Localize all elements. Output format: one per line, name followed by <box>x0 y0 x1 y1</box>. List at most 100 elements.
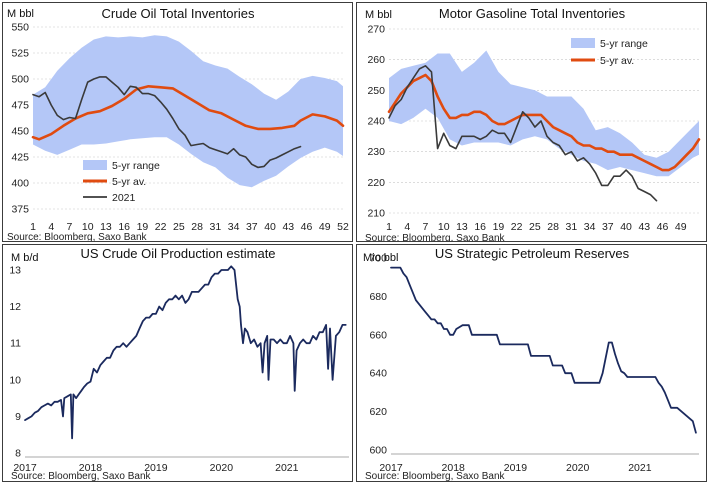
x-tick-label: 40 <box>620 221 632 233</box>
series-line-5yr-av <box>387 73 701 172</box>
series-line-2021 <box>32 76 302 169</box>
x-tick-label: 19 <box>493 221 505 233</box>
chart-svg: 210 220 230 240 250 260 270 1 4 7 10 13 16 19 22 25 28 31… <box>365 6 701 242</box>
x-tick-label: 52 <box>337 221 349 233</box>
x-tick-label: 22 <box>511 221 523 233</box>
us-spr-panel: 600 620 640 660 680 700 2017 2018 2019 2020 2021 US… <box>356 244 707 482</box>
y-tick-label: 220 <box>367 177 385 189</box>
source-note: Source: Bloomberg, Saxo Bank <box>365 471 506 482</box>
x-tick-label: 2020 <box>210 462 234 474</box>
x-tick-label: 43 <box>282 221 294 233</box>
x-tick-label: 1 <box>30 221 36 233</box>
y-tick-label: 475 <box>11 100 29 112</box>
x-tick-label: 7 <box>67 221 73 233</box>
legend-swatch-5yr-range <box>571 38 595 48</box>
motor-gasoline-inventories-panel: 210 220 230 240 250 260 270 1 4 7 10 13 16 19 22 25 28 31… <box>356 2 707 242</box>
x-tick-label: 4 <box>404 221 410 233</box>
x-tick-label: 40 <box>264 221 276 233</box>
y-axis-unit-label: M bbl <box>7 8 34 20</box>
y-tick-label: 450 <box>11 126 29 138</box>
y-tick-label: 250 <box>367 85 385 97</box>
y-tick-label: 620 <box>369 406 387 418</box>
series-line-2021 <box>388 64 658 202</box>
x-tick-label: 16 <box>118 221 130 233</box>
y-tick-label: 9 <box>15 411 21 423</box>
x-tick-label: 46 <box>301 221 313 233</box>
y-tick-label: 600 <box>369 445 387 457</box>
x-tick-label: 25 <box>529 221 541 233</box>
x-tick-label: 34 <box>584 221 596 233</box>
x-tick-label: 2017 <box>379 462 403 474</box>
x-tick-label: 22 <box>155 221 167 233</box>
x-tick-label: 28 <box>191 221 203 233</box>
y-tick-label: 700 <box>369 253 387 265</box>
y-tick-label: 260 <box>367 54 385 66</box>
source-note: Source: Bloomberg, Saxo Bank <box>365 233 506 242</box>
x-tick-label: 10 <box>82 221 94 233</box>
x-tick-label: 46 <box>657 221 669 233</box>
y-axis-unit-label: M bbl <box>365 9 392 21</box>
x-tick-label: 2021 <box>275 462 299 474</box>
x-tick-label: 10 <box>438 221 450 233</box>
x-tick-label: 13 <box>456 221 468 233</box>
x-tick-label: 31 <box>210 221 222 233</box>
x-tick-label: 2019 <box>144 462 168 474</box>
x-tick-label: 2020 <box>566 462 590 474</box>
chart-title: Motor Gasoline Total Inventories <box>439 6 626 21</box>
chart-title: US Strategic Petroleum Reserves <box>435 246 630 261</box>
y-tick-label: 640 <box>369 368 387 380</box>
y-tick-label: 13 <box>9 264 21 276</box>
y-axis-unit-label: Mio bbl <box>363 252 398 264</box>
x-tick-label: 25 <box>173 221 185 233</box>
y-tick-label: 660 <box>369 329 387 341</box>
series-line <box>390 266 697 434</box>
x-tick-label: 37 <box>246 221 258 233</box>
series-band-5yr-range <box>33 35 343 188</box>
x-tick-label: 31 <box>566 221 578 233</box>
x-tick-label: 28 <box>547 221 559 233</box>
legend-label: 5-yr range <box>600 38 648 50</box>
x-tick-label: 2019 <box>504 462 528 474</box>
chart-svg: 8 9 10 11 12 13 2017 2018 2019 2020 2021 US Crude O… <box>9 246 349 482</box>
crude-oil-inventories-panel: 375 400 425 450 475 500 525 550 1 4 7 10 13 16 19 22 25 2… <box>2 2 353 242</box>
us-crude-production-panel: 8 9 10 11 12 13 2017 2018 2019 2020 2021 US Crude O… <box>2 244 353 482</box>
x-tick-label: 2017 <box>13 462 37 474</box>
x-tick-label: 43 <box>638 221 650 233</box>
chart-svg: 375 400 425 450 475 500 525 550 1 4 7 10 13 16 19 22 25 2… <box>7 6 349 242</box>
y-tick-label: 550 <box>11 22 29 34</box>
y-tick-label: 210 <box>367 208 385 220</box>
y-axis-unit-label: M b/d <box>11 252 39 264</box>
source-note: Source: Bloomberg, Saxo Bank <box>11 471 152 482</box>
chart-title: US Crude Oil Production estimate <box>80 246 275 261</box>
x-tick-label: 34 <box>228 221 240 233</box>
x-tick-label: 13 <box>100 221 112 233</box>
y-tick-label: 500 <box>11 74 29 86</box>
y-tick-label: 680 <box>369 291 387 303</box>
y-tick-label: 525 <box>11 48 29 60</box>
y-tick-label: 375 <box>11 204 29 216</box>
y-tick-label: 230 <box>367 146 385 158</box>
x-tick-label: 16 <box>474 221 486 233</box>
legend-label: 5-yr av. <box>112 176 146 188</box>
y-tick-label: 425 <box>11 152 29 164</box>
x-tick-label: 2018 <box>79 462 103 474</box>
x-tick-label: 2021 <box>628 462 652 474</box>
y-tick-label: 12 <box>9 301 21 313</box>
x-tick-label: 1 <box>386 221 392 233</box>
y-tick-label: 8 <box>15 448 21 460</box>
series-band-5yr-range <box>389 50 699 177</box>
x-tick-label: 4 <box>48 221 54 233</box>
y-tick-label: 10 <box>9 374 21 386</box>
x-tick-label: 37 <box>602 221 614 233</box>
x-tick-label: 7 <box>423 221 429 233</box>
series-line <box>24 265 347 440</box>
x-tick-label: 2018 <box>442 462 466 474</box>
series-line-5yr-av <box>31 85 345 141</box>
y-tick-label: 11 <box>10 338 21 350</box>
x-tick-label: 19 <box>137 221 149 233</box>
source-note: Source: Bloomberg, Saxo Bank <box>7 232 148 242</box>
x-tick-label: 49 <box>319 221 331 233</box>
y-tick-label: 400 <box>11 178 29 190</box>
legend-label: 5-yr av. <box>600 55 634 67</box>
